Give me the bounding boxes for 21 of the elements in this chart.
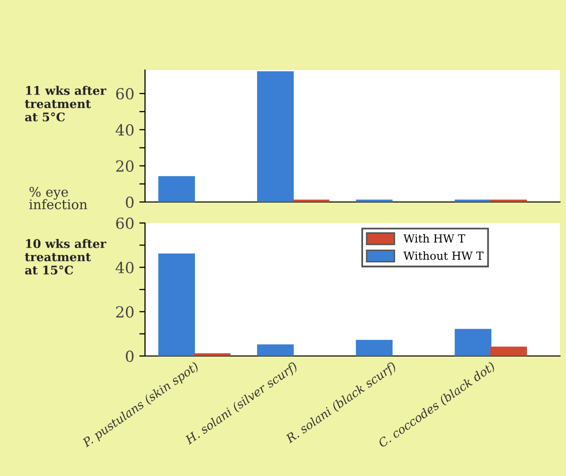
y-tick-label: 60 [116,217,134,230]
y-tick-label: 20 [116,160,134,172]
y-tick-label: 0 [126,350,134,362]
bar [194,353,231,356]
bar [158,176,195,202]
bar [257,344,294,356]
legend-label: Without HW T [403,251,484,260]
legend-label: With HW T [403,234,466,243]
bar [490,346,527,356]
text: 11 wks after treatment at 5°C [24,86,106,122]
bar [158,253,195,356]
bar [257,71,294,202]
y-tick-label: 0 [126,196,134,208]
y-tick-label: 40 [116,124,134,136]
y-axis-title: % eye infection [29,186,88,210]
y-tick-label: 40 [116,262,134,274]
y-tick-label: 20 [116,306,134,318]
bar [356,340,393,356]
y-tick-label: 60 [116,88,134,100]
bar [454,328,492,356]
text: 10 wks after treatment at 15°C [24,238,106,275]
